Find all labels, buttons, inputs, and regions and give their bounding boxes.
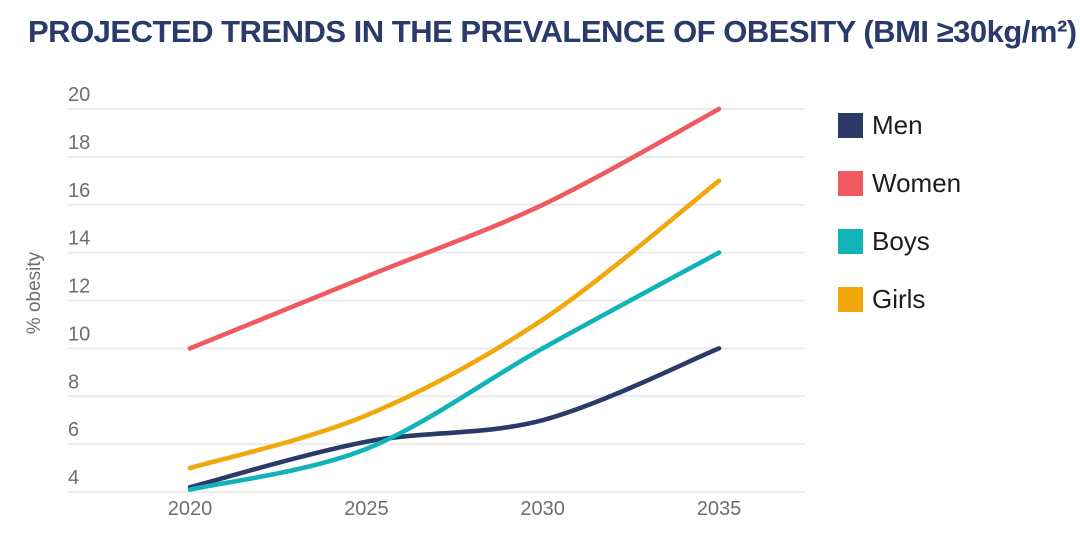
chart-legend: Men Women Boys Girls	[838, 112, 961, 344]
y-tick-label-16: 16	[68, 180, 90, 202]
y-tick-label-6: 6	[68, 419, 79, 441]
y-axis-labels-group: 4 6 8 10 12 14 16 18 20	[68, 85, 90, 489]
legend-label-men: Men	[872, 110, 923, 140]
legend-item-boys: Boys	[838, 228, 961, 254]
legend-label-women: Women	[872, 168, 962, 198]
x-tick-label-2035: 2035	[697, 498, 742, 520]
page-title: PROJECTED TRENDS IN THE PREVALENCE OF OB…	[28, 14, 1077, 49]
y-axis-title: % obesity	[24, 251, 45, 334]
legend-label-girls: Girls	[872, 284, 926, 314]
y-tick-label-10: 10	[68, 323, 90, 345]
x-tick-label-2030: 2030	[520, 498, 565, 520]
legend-item-men: Men	[838, 112, 961, 138]
x-axis-labels-group: 2020 2025 2030 2035	[168, 498, 742, 520]
legend-label-boys: Boys	[872, 226, 930, 256]
legend-swatch-women	[838, 170, 863, 196]
series-line-men	[187, 346, 722, 490]
legend-swatch-men	[838, 112, 863, 138]
series-line-boys	[187, 250, 722, 492]
x-tick-label-2020: 2020	[168, 498, 213, 520]
y-tick-label-20: 20	[68, 85, 90, 106]
x-tick-label-2025: 2025	[344, 498, 389, 520]
series-line-women	[187, 106, 722, 351]
y-tick-label-8: 8	[68, 371, 79, 393]
legend-swatch-girls	[838, 286, 863, 312]
series-lines-group	[187, 106, 722, 492]
y-tick-label-12: 12	[68, 276, 90, 298]
legend-item-women: Women	[838, 170, 961, 196]
legend-item-girls: Girls	[838, 286, 961, 312]
y-tick-label-14: 14	[68, 228, 90, 250]
y-tick-label-4: 4	[68, 467, 79, 489]
legend-swatch-boys	[838, 228, 863, 254]
y-tick-label-18: 18	[68, 132, 90, 154]
line-chart: 4 6 8 10 12 14 16 18 20 2020 2025 2030 2035 % obesi…	[24, 85, 805, 520]
series-line-girls	[187, 178, 722, 471]
